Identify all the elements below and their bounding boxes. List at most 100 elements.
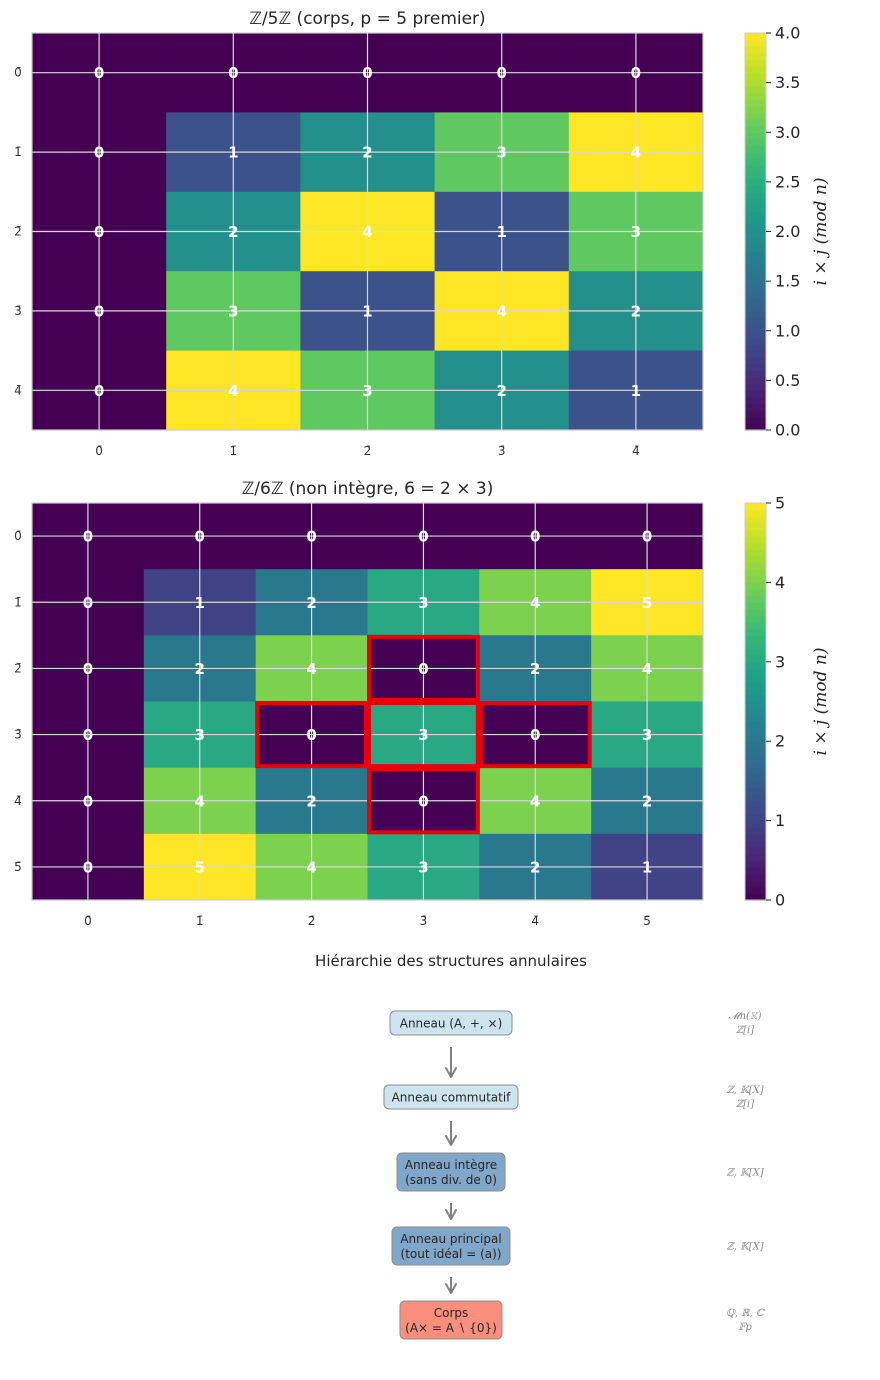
y-tick-label: 3̄ <box>14 728 22 742</box>
colorbar-segment <box>745 85 766 94</box>
cell-value-label: 0 <box>94 144 104 162</box>
cell-value-label: 2 <box>306 594 316 612</box>
hierarchy-title: Hiérarchie des structures annulaires <box>315 952 587 970</box>
cell-value-label: 4 <box>530 792 540 810</box>
colorbar-segment <box>745 840 766 848</box>
cell-value-label: 3 <box>642 726 652 744</box>
hierarchy-arrow-head <box>445 1135 457 1146</box>
colorbar-segment <box>745 138 766 147</box>
highlighted-cell <box>478 701 592 769</box>
cell-value-label: 0 <box>83 726 93 744</box>
colorbar-segment <box>745 390 766 398</box>
cell-value-label: 0 <box>83 594 93 612</box>
x-tick-label: 1̄ <box>229 444 237 458</box>
colorbar-segment <box>745 608 766 617</box>
ring-hierarchy-diagram: Hiérarchie des structures annulaires Ann… <box>315 952 765 1340</box>
y-tick-label: 1̄ <box>14 145 22 159</box>
colorbar-segment <box>745 330 766 338</box>
colorbar-segment <box>745 297 766 305</box>
colorbar-segment <box>745 655 766 663</box>
colorbar-tick-label: 4 <box>775 573 785 592</box>
cell-value-label: 2 <box>642 792 652 810</box>
colorbar-segment <box>745 761 766 769</box>
colorbar-tick-label: 1.5 <box>775 272 800 291</box>
colorbar-segment <box>745 675 766 683</box>
cell-value-label: 0 <box>362 64 372 82</box>
colorbar-segment <box>745 72 766 80</box>
hierarchy-node-label: Anneau intègre <box>405 1158 497 1172</box>
cell-value-label: 2 <box>631 302 641 320</box>
cell-value-label: 2 <box>228 223 238 241</box>
chart-title: ℤ/6ℤ (non intègre, 6 = 2 × 3) <box>242 479 494 499</box>
colorbar-segment <box>745 661 766 670</box>
highlighted-cell <box>367 634 480 702</box>
x-tick-label: 1̄ <box>196 914 204 928</box>
colorbar-segment <box>745 416 766 424</box>
colorbar-segment <box>745 853 766 861</box>
hierarchy-arrow-head <box>445 1067 457 1078</box>
hierarchy-example-label: ℤ[i] <box>736 1099 754 1110</box>
colorbar-segment <box>745 132 766 140</box>
plot-frame <box>31 502 704 901</box>
cell-value-label: 0 <box>94 382 104 400</box>
hierarchy-node <box>383 1084 519 1110</box>
colorbar-tick-label: 3 <box>775 652 785 671</box>
x-tick-label: 3̄ <box>498 444 506 458</box>
colorbar-segment <box>745 370 766 378</box>
colorbar-segment <box>745 99 766 107</box>
colorbar-segment <box>745 555 766 564</box>
colorbar-segment <box>745 754 766 762</box>
hierarchy-example-label: ℚ, ℝ, ℂ <box>726 1308 765 1319</box>
cell-value-label: 5 <box>195 858 205 876</box>
colorbar-segment <box>745 522 766 531</box>
colorbar-segment <box>745 324 766 332</box>
colorbar-segment <box>745 615 766 623</box>
colorbar-segment <box>745 317 766 325</box>
colorbar-tick-label: 1.0 <box>775 321 800 340</box>
colorbar-segment <box>745 688 766 696</box>
colorbar-segment <box>745 257 766 266</box>
colorbar-tick-label: 5 <box>775 494 785 513</box>
colorbar-segment <box>745 92 766 100</box>
colorbar-segment <box>745 893 766 901</box>
hierarchy-node <box>389 1010 513 1036</box>
cell-value-label: 0 <box>83 528 93 546</box>
colorbar-segment <box>745 423 766 431</box>
highlighted-cell <box>367 767 480 835</box>
cell-value-label: 2 <box>306 792 316 810</box>
cell-value-label: 0 <box>530 528 540 546</box>
colorbar-segment <box>745 681 766 689</box>
colorbar-label: i × j (mod n) <box>811 647 831 755</box>
colorbar-segment <box>745 79 766 87</box>
hierarchy-node-label: Anneau commutatif <box>392 1091 512 1105</box>
colorbar-tick-label: 3.5 <box>775 73 800 92</box>
colorbar-segment <box>745 238 766 246</box>
colorbar-segment <box>745 509 766 517</box>
y-tick-label: 2̄ <box>14 225 22 239</box>
colorbar-tick-label: 0 <box>775 891 785 910</box>
colorbar-tick-label: 2.0 <box>775 222 800 241</box>
plot-frame <box>31 32 704 431</box>
x-tick-label: 2̄ <box>308 914 316 928</box>
heatmap-z5z: ℤ/5ℤ (corps, p = 5 premier) 0 0 0 0 0 0 1 2 3 4 0 2 4… <box>14 9 831 458</box>
colorbar-segment <box>745 529 766 537</box>
colorbar-segment <box>745 847 766 855</box>
colorbar-segment <box>745 860 766 868</box>
cell-value-label: 0 <box>94 223 104 241</box>
hierarchy-node <box>396 1152 506 1192</box>
colorbar-tick-label: 2 <box>775 732 785 751</box>
cell-value-label: 0 <box>530 726 540 744</box>
y-tick-label: 4̄ <box>14 383 22 397</box>
cell-value-label: 4 <box>362 223 372 241</box>
colorbar-segment <box>745 337 766 345</box>
hierarchy-node-label: Anneau (A, +, ×) <box>400 1017 503 1031</box>
cell-value-label: 0 <box>83 660 93 678</box>
colorbar-segment <box>745 112 766 120</box>
colorbar-segment <box>745 708 766 716</box>
cell-value-label: 4 <box>530 594 540 612</box>
cell-value-label: 4 <box>642 660 652 678</box>
cell-value-label: 4 <box>631 144 641 162</box>
cell-value-label: 0 <box>228 64 238 82</box>
colorbar-segment <box>745 787 766 795</box>
